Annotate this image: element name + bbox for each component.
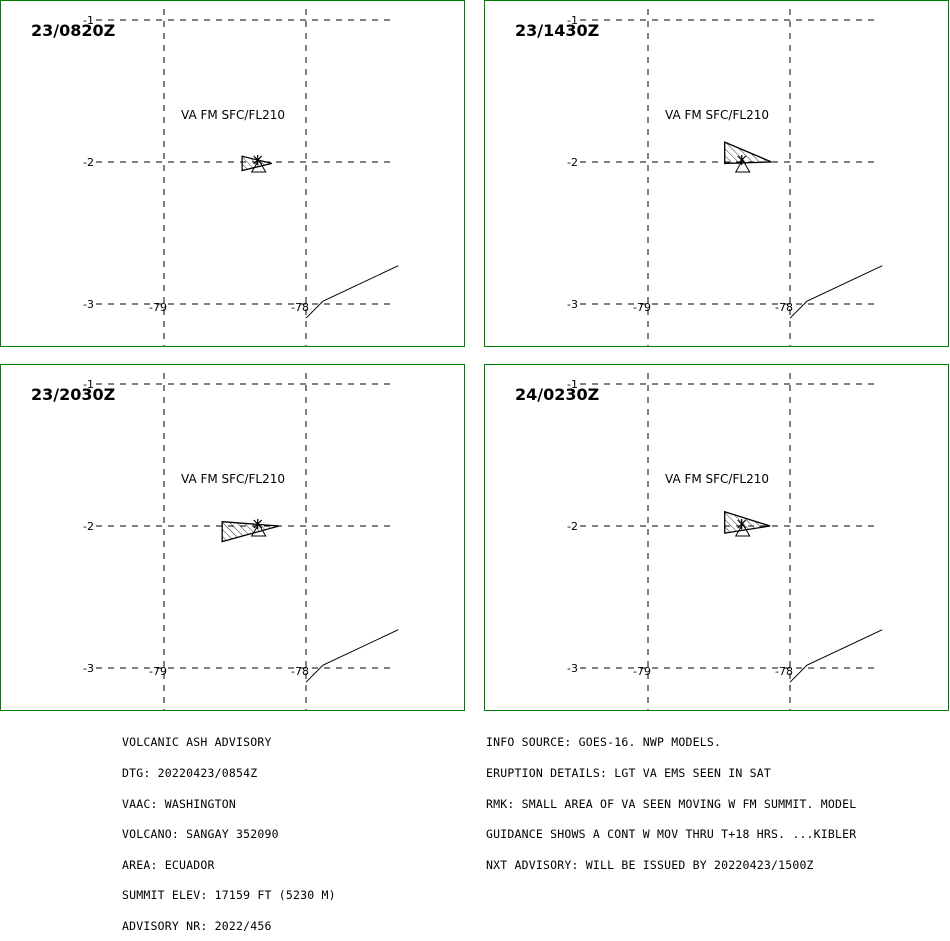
forecast-panel-4: -1 -2 -3 -79 -78 VA FM SFC/FL210 24/0230Z	[484, 364, 949, 711]
volcano-asterisk-icon	[253, 155, 263, 165]
advisory-right-text: INFO SOURCE: GOES-16. NWP MODELS. ERUPTI…	[486, 717, 856, 880]
volcano-triangle-icon	[734, 159, 751, 173]
forecast-panel-3: -1 -2 -3 -79 -78 VA FM SFC/FL210 23/2030Z	[0, 364, 465, 711]
lat-tick-label: -2	[567, 156, 578, 169]
lat-tick-label: -1	[567, 378, 578, 391]
advisory-left-text: VOLCANIC ASH ADVISORY DTG: 20220423/0854…	[122, 717, 336, 941]
advisory-line: VOLCANO: SANGAY 352090	[122, 827, 279, 842]
map-svg-1: -1 -2 -3 -79 -78 VA FM SFC/FL210 23/0820Z	[31, 9, 399, 346]
lon-tick-label: -78	[291, 301, 309, 314]
advisory-line: SUMMIT ELEV: 17159 FT (5230 M)	[122, 888, 336, 903]
coastline	[789, 629, 883, 683]
coastline	[305, 265, 399, 319]
volcano-asterisk-icon	[737, 519, 747, 529]
advisory-line: GUIDANCE SHOWS A CONT W MOV THRU T+18 HR…	[486, 827, 857, 842]
volcano-asterisk-icon	[737, 155, 747, 165]
forecast-time-label: 23/0820Z	[31, 21, 115, 40]
lon-tick-label: -78	[291, 665, 309, 678]
volcano-triangle-icon	[250, 159, 267, 173]
coastline	[789, 265, 883, 319]
lon-tick-label: -78	[775, 665, 793, 678]
map-svg-2: -1 -2 -3 -79 -78 VA FM SFC/FL210 23/1430Z	[515, 9, 883, 346]
forecast-time-label: 23/2030Z	[31, 385, 115, 404]
ash-cloud-polygon	[221, 520, 280, 543]
ash-layer-label: VA FM SFC/FL210	[181, 472, 285, 486]
lon-tick-label: -79	[149, 665, 167, 678]
advisory-line: ADVISORY NR: 2022/456	[122, 918, 272, 933]
advisory-line: INFO SOURCE: GOES-16. NWP MODELS.	[486, 735, 722, 750]
lat-tick-label: -1	[83, 378, 94, 391]
ash-layer-label: VA FM SFC/FL210	[665, 472, 769, 486]
advisory-line: VOLCANIC ASH ADVISORY	[122, 735, 272, 750]
volcano-triangle-icon	[250, 523, 267, 537]
map-svg-3: -1 -2 -3 -79 -78 VA FM SFC/FL210 23/2030Z	[31, 373, 399, 710]
ash-cloud-polygon	[724, 141, 772, 165]
lat-tick-label: -2	[83, 156, 94, 169]
lat-tick-label: -1	[567, 14, 578, 27]
lon-tick-label: -79	[633, 301, 651, 314]
coastline	[305, 629, 399, 683]
advisory-line: AREA: ECUADOR	[122, 857, 215, 872]
lat-tick-label: -3	[83, 662, 94, 675]
advisory-line: VAAC: WASHINGTON	[122, 796, 236, 811]
advisory-line: DTG: 20220423/0854Z	[122, 766, 258, 780]
lat-tick-label: -1	[83, 14, 94, 27]
lon-tick-label: -78	[775, 301, 793, 314]
advisory-line: NXT ADVISORY: WILL BE ISSUED BY 20220423…	[486, 857, 814, 872]
lat-tick-label: -3	[567, 662, 578, 675]
forecast-time-label: 23/1430Z	[515, 21, 599, 40]
forecast-panel-1: -1 -2 -3 -79 -78 VA FM SFC/FL210 23/0820Z	[0, 0, 465, 347]
ash-cloud-polygon	[724, 510, 771, 534]
ash-layer-label: VA FM SFC/FL210	[665, 108, 769, 122]
lon-tick-label: -79	[633, 665, 651, 678]
ash-layer-label: VA FM SFC/FL210	[181, 108, 285, 122]
lat-tick-label: -2	[567, 520, 578, 533]
volcano-triangle-icon	[734, 523, 751, 537]
lat-tick-label: -3	[83, 298, 94, 311]
forecast-panel-2: -1 -2 -3 -79 -78 VA FM SFC/FL210 23/1430Z	[484, 0, 949, 347]
advisory-line: RMK: SMALL AREA OF VA SEEN MOVING W FM S…	[486, 796, 857, 811]
lat-tick-label: -3	[567, 298, 578, 311]
lat-tick-label: -2	[83, 520, 94, 533]
advisory-line: ERUPTION DETAILS: LGT VA EMS SEEN IN SAT	[486, 766, 771, 780]
forecast-time-label: 24/0230Z	[515, 385, 599, 404]
lon-tick-label: -79	[149, 301, 167, 314]
map-svg-4: -1 -2 -3 -79 -78 VA FM SFC/FL210 24/0230Z	[515, 373, 883, 710]
volcano-asterisk-icon	[253, 519, 263, 529]
